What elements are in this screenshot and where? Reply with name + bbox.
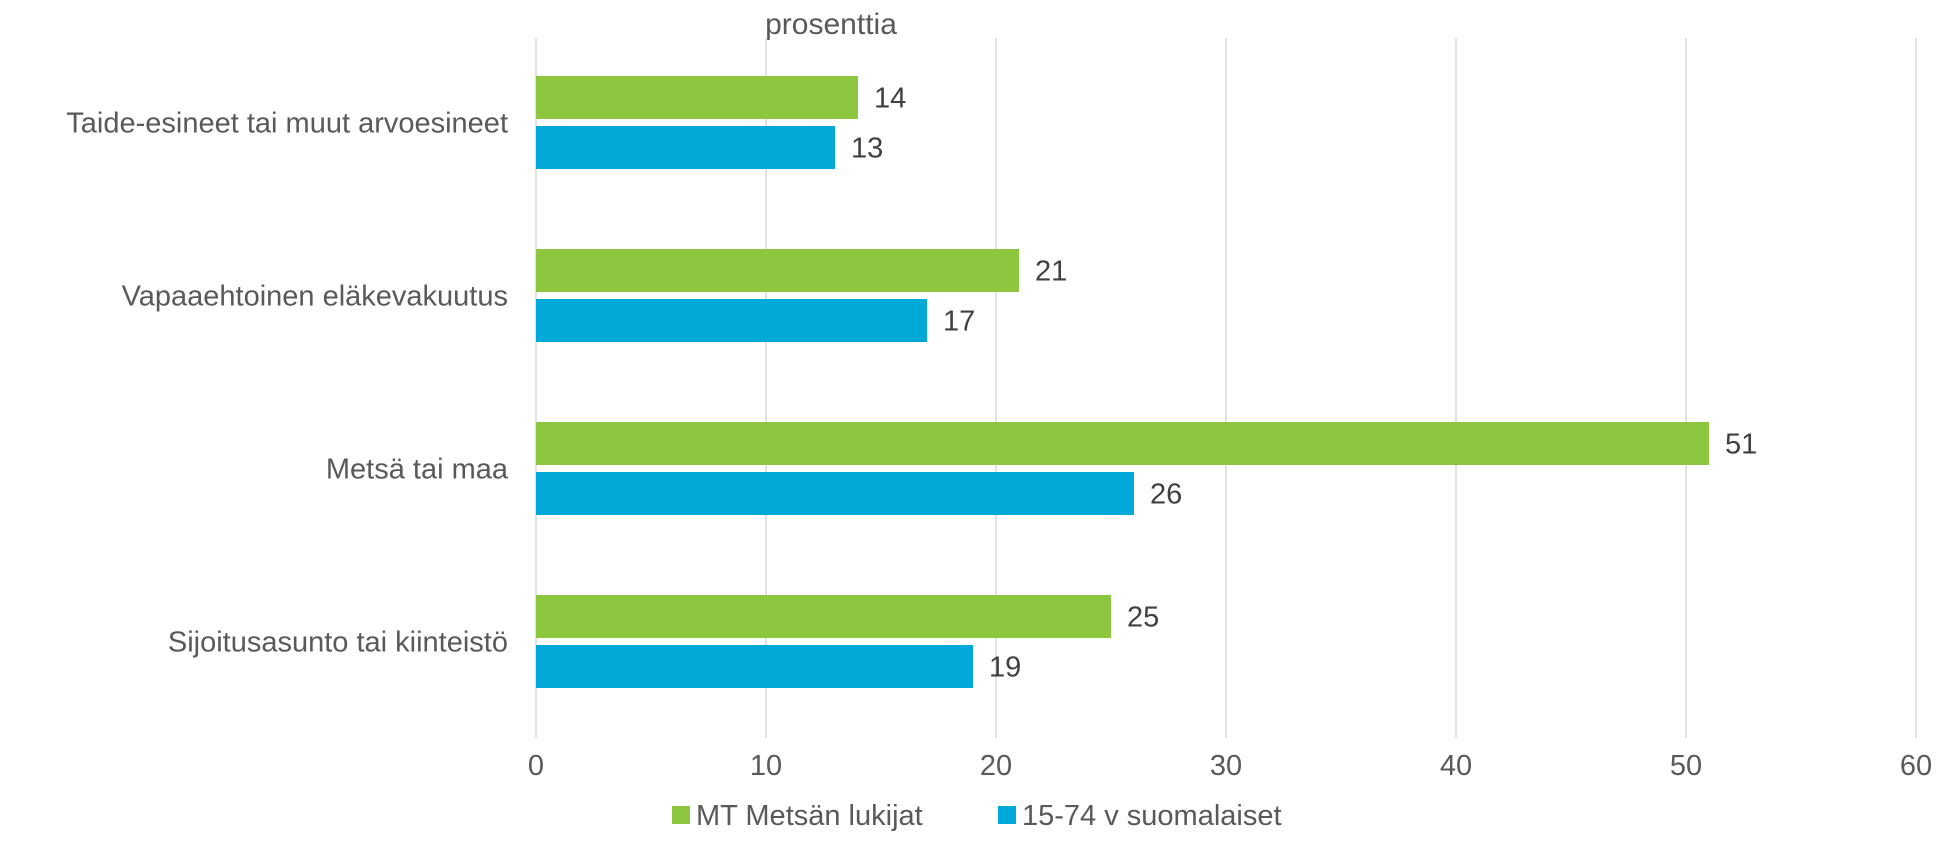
x-tick-label: 0 — [528, 750, 544, 782]
legend-swatch — [998, 806, 1016, 824]
data-label: 26 — [1150, 479, 1182, 511]
bar — [536, 299, 927, 342]
data-label: 13 — [851, 133, 883, 165]
bar — [536, 76, 858, 119]
bar — [536, 472, 1134, 515]
data-label: 14 — [874, 83, 906, 115]
legend-swatch — [672, 806, 690, 824]
x-tick-label: 40 — [1440, 750, 1472, 782]
category-labels: Taide-esineet tai muut arvoesineet Vapaae… — [66, 108, 509, 659]
data-label: 51 — [1725, 429, 1757, 461]
bar — [536, 249, 1019, 292]
legend: MT Metsän lukijat 15-74 v suomalaiset — [672, 800, 1282, 832]
data-label: 21 — [1035, 256, 1067, 288]
bar — [536, 126, 835, 169]
category-label: Vapaaehtoinen eläkevakuutus — [122, 281, 508, 313]
x-tick-label: 10 — [750, 750, 782, 782]
bar — [536, 595, 1111, 638]
category-label: Metsä tai maa — [326, 454, 509, 486]
bar — [536, 645, 973, 688]
unit-label: prosenttia — [765, 8, 897, 41]
bars — [536, 76, 1709, 688]
category-label: Sijoitusasunto tai kiinteistö — [168, 627, 508, 659]
data-label: 19 — [989, 652, 1021, 684]
category-label: Taide-esineet tai muut arvoesineet — [66, 108, 508, 140]
data-label: 17 — [943, 306, 975, 338]
bar — [536, 422, 1709, 465]
data-labels: 14 13 21 17 51 26 25 19 — [851, 83, 1757, 684]
data-label: 25 — [1127, 602, 1159, 634]
legend-label: MT Metsän lukijat — [696, 800, 923, 832]
x-axis-ticks: 0 10 20 30 40 50 60 — [528, 750, 1932, 782]
x-tick-label: 30 — [1210, 750, 1242, 782]
x-tick-label: 20 — [980, 750, 1012, 782]
x-tick-label: 60 — [1900, 750, 1932, 782]
legend-label: 15-74 v suomalaiset — [1022, 800, 1282, 832]
x-tick-label: 50 — [1670, 750, 1702, 782]
